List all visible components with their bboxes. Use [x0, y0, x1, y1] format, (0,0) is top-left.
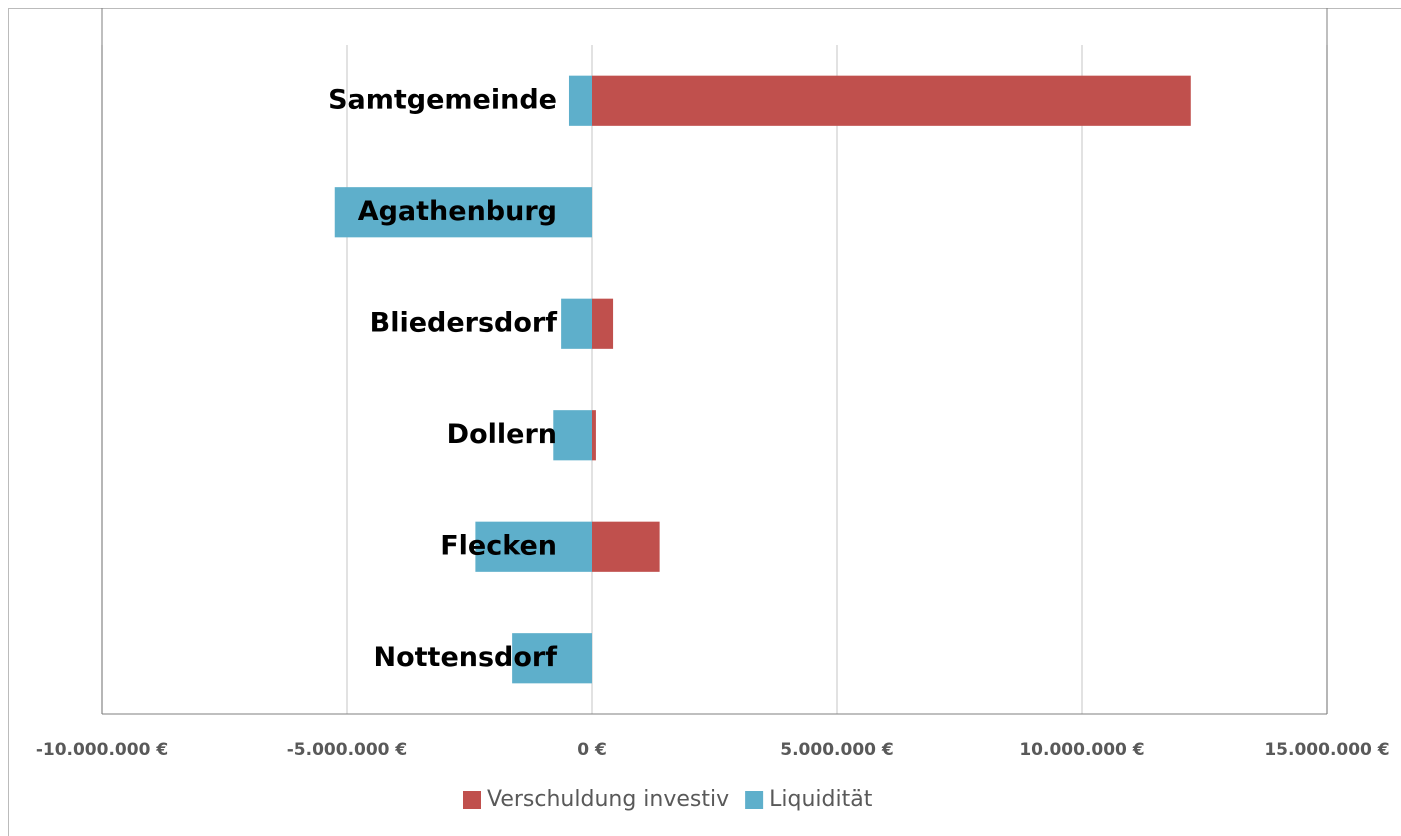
x-tick-label: 15.000.000 € [1264, 740, 1389, 760]
bar [592, 298, 614, 349]
bar [512, 633, 592, 684]
bar [561, 298, 592, 349]
legend-swatch [745, 791, 764, 809]
x-tick-label: -10.000.000 € [36, 740, 168, 760]
category-label: Dollern [447, 419, 557, 450]
legend-swatch [463, 791, 481, 809]
bar [334, 187, 592, 238]
category-label: Samtgemeinde [328, 84, 557, 115]
bar [568, 75, 592, 126]
bar [475, 521, 592, 572]
x-tick-label: -5.000.000 € [287, 740, 408, 760]
bar [592, 521, 660, 572]
category-label: Nottensdorf [373, 642, 557, 673]
legend-label: Liquidität [769, 787, 873, 812]
bar [553, 410, 592, 461]
category-label: Agathenburg [358, 196, 557, 227]
bar [592, 75, 1191, 126]
chart-border [8, 8, 1401, 836]
x-tick-label: 10.000.000 € [1019, 740, 1144, 760]
bar [592, 410, 596, 461]
category-label: Flecken [440, 530, 557, 561]
category-label: Bliedersdorf [370, 307, 558, 338]
x-tick-label: 0 € [577, 740, 607, 760]
x-tick-label: 5.000.000 € [780, 740, 893, 760]
legend-label: Verschuldung investiv [487, 787, 729, 812]
